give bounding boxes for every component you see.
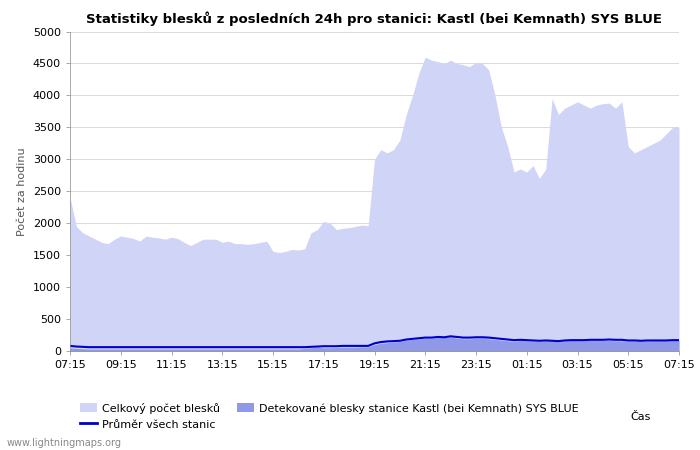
Text: Čas: Čas	[631, 412, 651, 422]
Y-axis label: Počet za hodinu: Počet za hodinu	[18, 147, 27, 235]
Text: www.lightningmaps.org: www.lightningmaps.org	[7, 438, 122, 448]
Legend: Celkový počet blesků, Průměr všech stanic, Detekované blesky stanice Kastl (bei : Celkový počet blesků, Průměr všech stani…	[76, 398, 583, 434]
Title: Statistiky blesků z posledních 24h pro stanici: Kastl (bei Kemnath) SYS BLUE: Statistiky blesků z posledních 24h pro s…	[87, 12, 662, 26]
